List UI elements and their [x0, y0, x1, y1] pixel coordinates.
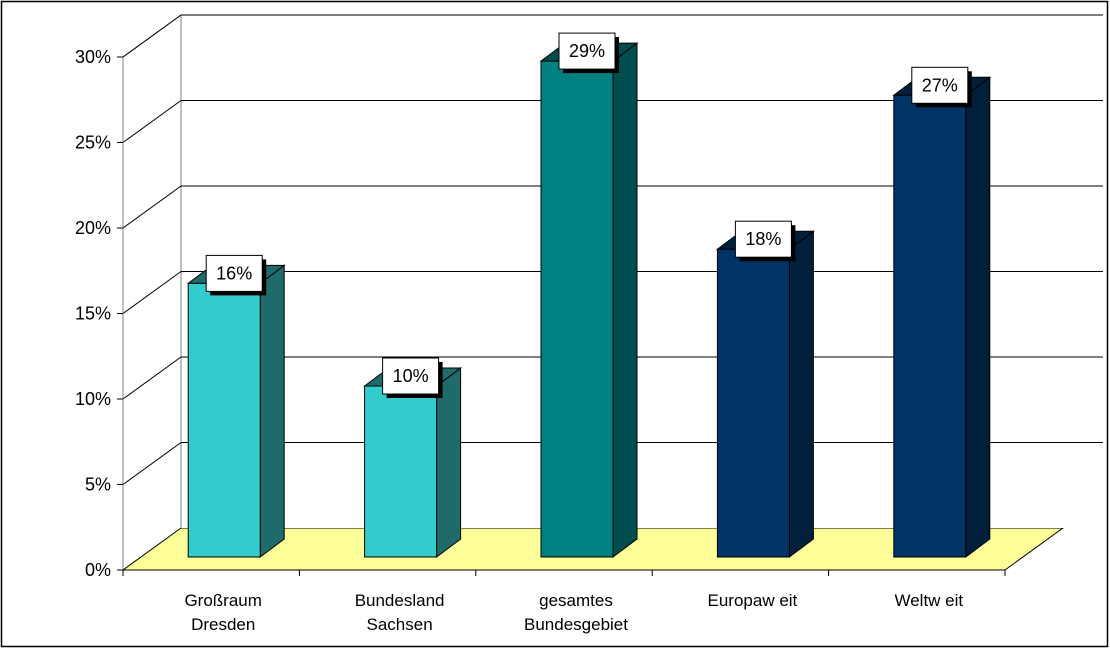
- gridline-side: [122, 271, 182, 314]
- data-label: 16%: [216, 263, 252, 283]
- x-category-label: Großraum Dresden: [184, 591, 261, 634]
- bar-5: [893, 94, 967, 558]
- data-label-box: [558, 32, 616, 70]
- x-category-label-line: Bundesland: [355, 591, 445, 610]
- y-tick-label: 5%: [85, 475, 111, 495]
- bar-side-4: [788, 230, 814, 558]
- gridline-side: [122, 14, 182, 58]
- x-category-label: Europaw eit: [708, 591, 798, 610]
- x-category-label-line: Großraum: [184, 591, 261, 610]
- gridline-side: [122, 100, 182, 143]
- bar-3: [540, 60, 614, 558]
- y-tick-label: 0%: [85, 560, 111, 580]
- x-category-label-line: Bundesgebiet: [524, 615, 628, 634]
- x-category-label-line: Europaw eit: [708, 591, 798, 610]
- data-label: 10%: [393, 366, 429, 386]
- gridline-side: [122, 356, 182, 400]
- data-label-box: [911, 66, 969, 104]
- bar-2: [364, 385, 438, 558]
- x-category-label-line: Weltw eit: [894, 591, 963, 610]
- gridline-side: [122, 185, 182, 229]
- bar-side-3: [612, 42, 638, 558]
- x-category-label-line: gesamtes: [539, 591, 613, 610]
- y-tick-label: 10%: [75, 389, 111, 409]
- x-category-label-line: Sachsen: [367, 615, 433, 634]
- x-category-label-line: Dresden: [191, 615, 255, 634]
- data-label: 27%: [922, 75, 958, 95]
- data-label: 29%: [569, 41, 605, 61]
- y-tick-label: 30%: [75, 47, 111, 67]
- data-label-box: [734, 220, 792, 258]
- bar-side-5: [965, 76, 991, 558]
- data-label-box: [205, 254, 263, 292]
- y-tick-label: 15%: [75, 304, 111, 324]
- data-label-box: [382, 357, 440, 395]
- bar-side-1: [259, 264, 285, 558]
- y-tick-label: 20%: [75, 218, 111, 238]
- x-category-label: Bundesland Sachsen: [355, 591, 445, 634]
- y-tick-label: 25%: [75, 133, 111, 153]
- data-label: 18%: [745, 229, 781, 249]
- x-category-label: gesamtes Bundesgebiet: [524, 591, 628, 634]
- bar-1: [187, 282, 261, 558]
- bar-4: [716, 248, 790, 558]
- gridline-side: [122, 442, 182, 485]
- x-category-label: Weltw eit: [894, 591, 963, 610]
